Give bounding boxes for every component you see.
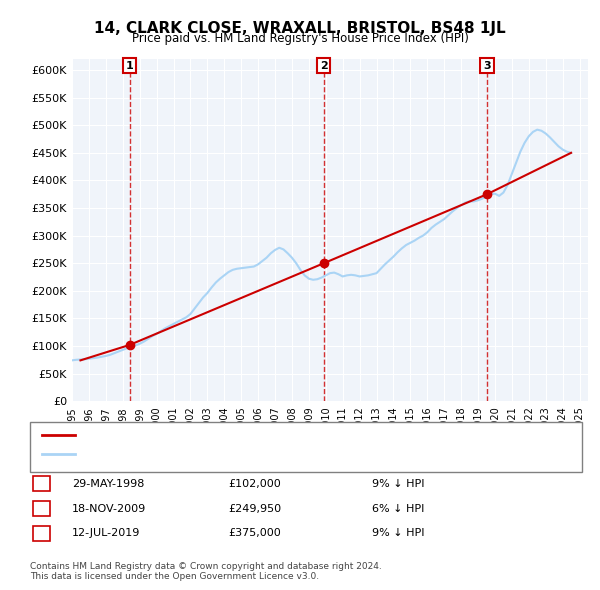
Text: 3: 3 [483, 61, 491, 71]
Text: 18-NOV-2009: 18-NOV-2009 [72, 504, 146, 513]
Text: 1: 1 [38, 479, 45, 489]
Text: 9% ↓ HPI: 9% ↓ HPI [372, 529, 425, 538]
Text: 12-JUL-2019: 12-JUL-2019 [72, 529, 140, 538]
Text: Price paid vs. HM Land Registry's House Price Index (HPI): Price paid vs. HM Land Registry's House … [131, 32, 469, 45]
Text: 29-MAY-1998: 29-MAY-1998 [72, 479, 145, 489]
Text: £249,950: £249,950 [228, 504, 281, 513]
Text: 3: 3 [38, 529, 45, 538]
Text: £102,000: £102,000 [228, 479, 281, 489]
Text: £375,000: £375,000 [228, 529, 281, 538]
Text: 2: 2 [38, 504, 45, 513]
Text: HPI: Average price, detached house, North Somerset: HPI: Average price, detached house, Nort… [81, 450, 356, 459]
Text: Contains HM Land Registry data © Crown copyright and database right 2024.
This d: Contains HM Land Registry data © Crown c… [30, 562, 382, 581]
Text: 2: 2 [320, 61, 328, 71]
Text: 6% ↓ HPI: 6% ↓ HPI [372, 504, 424, 513]
Text: 9% ↓ HPI: 9% ↓ HPI [372, 479, 425, 489]
Text: 14, CLARK CLOSE, WRAXALL, BRISTOL, BS48 1JL: 14, CLARK CLOSE, WRAXALL, BRISTOL, BS48 … [94, 21, 506, 35]
Text: 14, CLARK CLOSE, WRAXALL, BRISTOL, BS48 1JL (detached house): 14, CLARK CLOSE, WRAXALL, BRISTOL, BS48 … [81, 430, 427, 440]
Text: 1: 1 [126, 61, 134, 71]
